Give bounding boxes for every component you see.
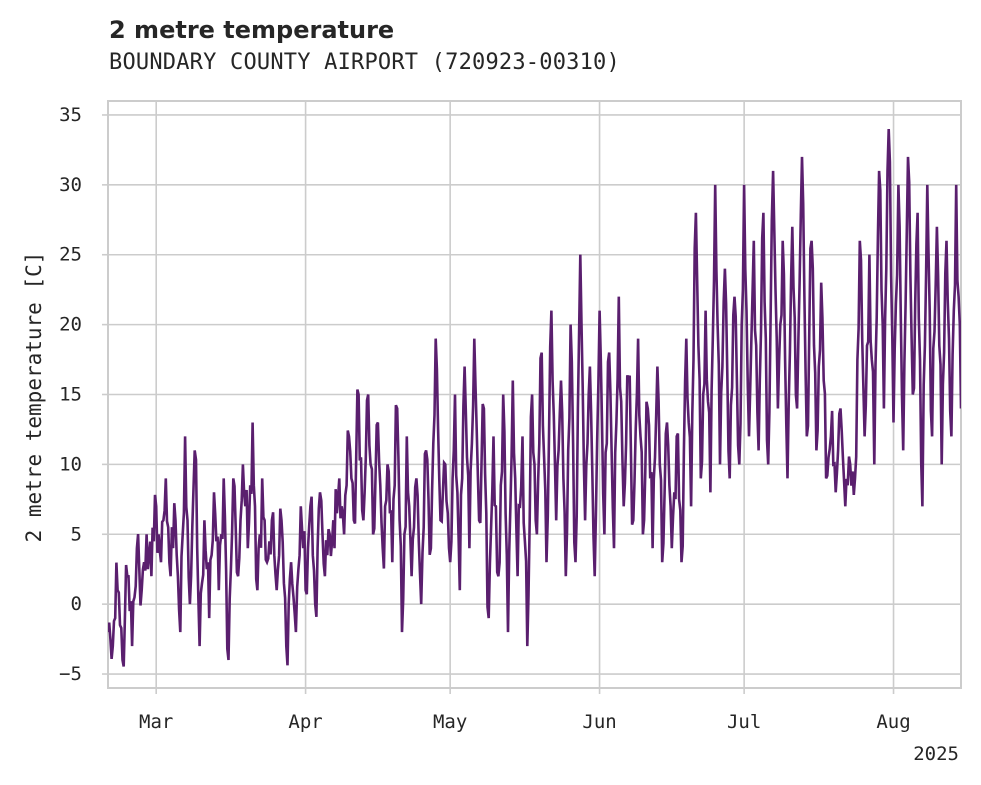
y-tick-label: 35 <box>59 104 82 126</box>
temperature-line <box>108 128 961 667</box>
y-tick-label: 30 <box>59 174 82 196</box>
x-axis: Mar Apr May Jun Jul Aug <box>139 688 911 733</box>
x-axis-offset-label: 2025 <box>913 743 959 765</box>
y-tick-label: 0 <box>71 593 82 615</box>
x-tick-label: May <box>433 711 467 733</box>
chart-subtitle: BOUNDARY COUNTY AIRPORT (720923-00310) <box>109 50 620 75</box>
y-tick-label: 5 <box>71 523 82 545</box>
x-tick-label: Jun <box>582 711 616 733</box>
x-tick-label: Apr <box>288 711 322 733</box>
y-tick-label: 20 <box>59 314 82 336</box>
chart-title: 2 metre temperature <box>109 16 395 44</box>
y-tick-label: 15 <box>59 384 82 406</box>
x-tick-label: Aug <box>876 711 910 733</box>
y-axis-label: 2 metre temperature [C] <box>22 252 46 543</box>
y-tick-label: 10 <box>59 453 82 475</box>
y-axis: −5 0 5 10 15 20 25 30 35 <box>59 104 108 685</box>
y-tick-label: 25 <box>59 244 82 266</box>
y-tick-label: −5 <box>59 663 82 685</box>
gridlines <box>108 101 961 688</box>
x-tick-label: Jul <box>727 711 761 733</box>
x-tick-label: Mar <box>139 711 173 733</box>
series-layer <box>108 128 961 667</box>
